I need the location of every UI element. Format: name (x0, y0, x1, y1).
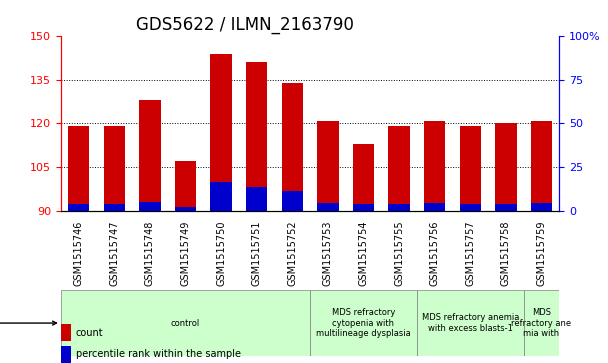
Bar (531, 203, 552, 211)
Bar (210, 182, 232, 211)
Bar (68, 126, 89, 211)
Bar (246, 187, 268, 211)
Bar (496, 204, 517, 211)
FancyBboxPatch shape (417, 290, 523, 356)
Text: disease state: disease state (0, 318, 57, 328)
Bar (353, 204, 374, 211)
Text: GDS5622 / ILMN_2163790: GDS5622 / ILMN_2163790 (136, 16, 353, 34)
Bar (317, 203, 339, 211)
Bar (460, 126, 481, 211)
Bar (103, 204, 125, 211)
FancyBboxPatch shape (61, 290, 310, 356)
Bar (61, 324, 71, 341)
Text: count: count (76, 327, 103, 338)
Bar (246, 62, 268, 211)
Bar (139, 202, 161, 211)
Bar (317, 121, 339, 211)
Bar (210, 54, 232, 211)
Text: control: control (171, 319, 200, 327)
Bar (353, 144, 374, 211)
Bar (424, 203, 446, 211)
Text: MDS
refractory ane
mia with: MDS refractory ane mia with (511, 308, 572, 338)
Text: MDS refractory
cytopenia with
multilineage dysplasia: MDS refractory cytopenia with multilinea… (316, 308, 411, 338)
Bar (282, 83, 303, 211)
Bar (389, 126, 410, 211)
Bar (174, 161, 196, 211)
FancyBboxPatch shape (310, 290, 417, 356)
FancyBboxPatch shape (523, 290, 559, 356)
Bar (103, 126, 125, 211)
Bar (496, 123, 517, 211)
Bar (61, 346, 71, 363)
Bar (282, 191, 303, 211)
Bar (139, 100, 161, 211)
Bar (424, 121, 446, 211)
Text: MDS refractory anemia
with excess blasts-1: MDS refractory anemia with excess blasts… (421, 313, 519, 333)
Bar (68, 204, 89, 211)
Bar (531, 121, 552, 211)
Bar (460, 204, 481, 211)
Bar (389, 204, 410, 211)
Text: percentile rank within the sample: percentile rank within the sample (76, 349, 241, 359)
Bar (174, 207, 196, 211)
